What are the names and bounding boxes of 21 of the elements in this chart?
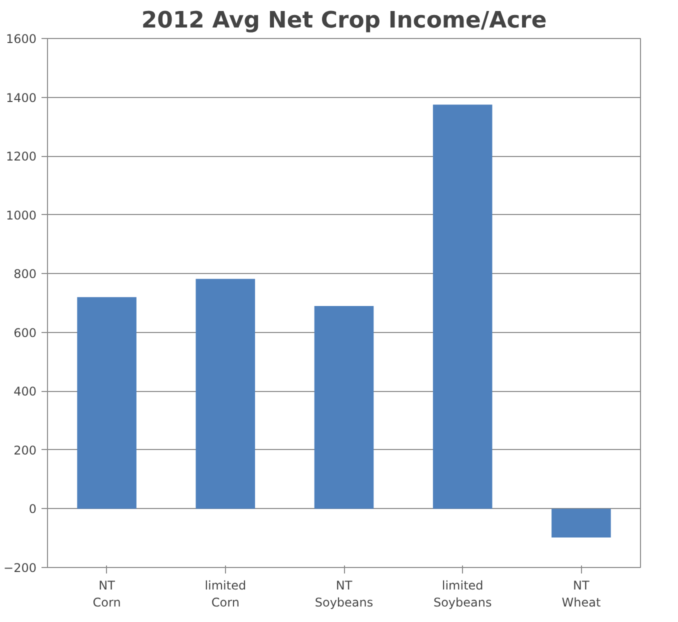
bar xyxy=(432,104,492,509)
bar xyxy=(314,306,374,509)
y-tick-label: 600 xyxy=(14,326,36,340)
y-tick-label: 1000 xyxy=(6,208,37,222)
x-tick-label: NT Wheat xyxy=(562,578,601,610)
y-tick-label: 200 xyxy=(14,443,36,458)
bar xyxy=(196,278,256,509)
x-tick-label: limited Soybeans xyxy=(433,578,492,610)
y-tick-label: 1200 xyxy=(6,150,37,164)
y-tick-label: 800 xyxy=(14,267,36,282)
bar xyxy=(552,508,611,538)
y-tick-label: 0 xyxy=(28,502,37,516)
bar xyxy=(77,297,136,509)
y-tick-label: −200 xyxy=(4,561,37,575)
chart-title: 2012 Avg Net Crop Income/Acre xyxy=(141,8,547,34)
y-tick-label: 400 xyxy=(14,384,36,399)
y-tick-label: 1400 xyxy=(6,90,37,105)
x-tick-label: limited Corn xyxy=(204,578,246,610)
x-tick-label: NT Corn xyxy=(92,578,121,610)
x-tick-label: NT Soybeans xyxy=(314,578,374,610)
y-tick-label: 1600 xyxy=(6,32,37,46)
